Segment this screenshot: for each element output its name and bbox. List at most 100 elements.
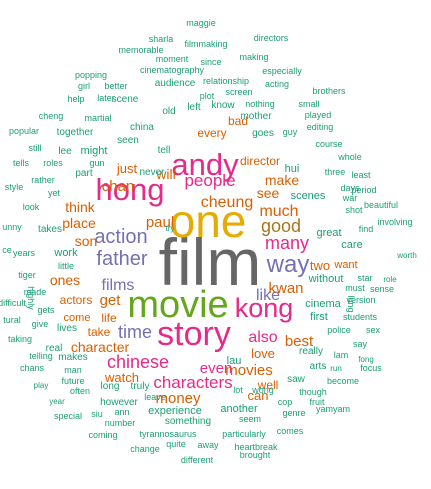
word-little: little xyxy=(58,261,74,271)
word-know: know xyxy=(211,100,235,111)
word-worth: worth xyxy=(396,251,417,260)
word-maggie: maggie xyxy=(186,18,216,28)
word-might: might xyxy=(81,145,108,157)
word-get: get xyxy=(100,292,122,309)
word-martial: martial xyxy=(84,113,111,123)
word-cheng: cheng xyxy=(39,111,64,121)
word-money: money xyxy=(155,390,201,407)
word-chans: chans xyxy=(20,363,45,373)
word-better: better xyxy=(104,81,127,91)
word-shot: shot xyxy=(345,205,363,215)
word-cinematography: cinematography xyxy=(140,65,205,75)
word-seem: seem xyxy=(239,414,261,424)
word-away: away xyxy=(197,440,219,450)
word-even: even xyxy=(200,360,233,377)
word-tells: tells xyxy=(13,158,30,168)
word-kong: kong xyxy=(235,293,294,323)
word-people: people xyxy=(184,171,235,190)
word-really: really xyxy=(299,346,323,357)
word-arts: arts xyxy=(310,361,327,372)
word-acting: acting xyxy=(265,79,289,89)
word-goes: goes xyxy=(252,128,274,139)
word-cop: cop xyxy=(278,397,293,407)
word-think: think xyxy=(65,199,96,215)
word-find: find xyxy=(359,224,374,234)
word-least: least xyxy=(351,170,371,180)
word-care: care xyxy=(341,239,362,251)
word-many: many xyxy=(265,233,309,253)
word-china: china xyxy=(130,122,154,133)
word-man: man xyxy=(64,365,82,375)
word-often: often xyxy=(70,386,90,396)
word-highly: highly xyxy=(26,286,36,310)
word-unny: unny xyxy=(2,222,22,232)
word-actors: actors xyxy=(60,293,93,307)
word-tyrannosaurus: tyrannosaurus xyxy=(139,429,197,439)
word-lee: lee xyxy=(58,146,72,157)
word-see: see xyxy=(257,185,280,201)
word-father: father xyxy=(96,248,147,270)
word-siu: siu xyxy=(91,409,103,419)
word-ann: ann xyxy=(114,407,129,417)
word-years: years xyxy=(13,248,36,258)
word-days: days xyxy=(340,183,360,193)
word-gets: gets xyxy=(37,305,55,315)
word-small: small xyxy=(298,99,319,109)
word-every: every xyxy=(197,126,226,140)
word-paul: paul xyxy=(146,214,174,231)
word-sharla: sharla xyxy=(149,34,174,44)
word-action: action xyxy=(94,226,147,248)
word-whole: whole xyxy=(337,152,362,162)
word-change: change xyxy=(130,444,160,454)
word-also: also xyxy=(248,329,277,346)
word-must: must xyxy=(345,283,365,293)
word-number: number xyxy=(105,418,136,428)
word-character: character xyxy=(71,339,130,355)
word-place: place xyxy=(62,215,96,231)
word-taking: taking xyxy=(8,334,32,344)
word-course: course xyxy=(315,139,342,149)
word-three: three xyxy=(325,167,346,177)
word-wong: wong xyxy=(251,385,274,395)
word-ce: ce xyxy=(2,245,12,255)
word-made: made xyxy=(24,287,47,297)
word-look: look xyxy=(23,202,40,212)
word-good: good xyxy=(261,216,301,236)
word-yamyam: yamyam xyxy=(316,404,350,414)
word-editing: editing xyxy=(307,122,334,132)
word-lung: lung xyxy=(346,295,356,312)
word-rather: rather xyxy=(31,175,55,185)
word-different: different xyxy=(181,455,214,465)
word-tural: tural xyxy=(3,315,21,325)
word-telling: telling xyxy=(29,351,53,361)
word-without: without xyxy=(308,273,344,285)
word-well: well xyxy=(257,378,279,392)
word-work: work xyxy=(53,247,78,259)
word-can: can xyxy=(248,388,269,403)
word-focus: focus xyxy=(360,363,382,373)
word-audience: audience xyxy=(155,78,196,89)
word-life: life xyxy=(101,311,117,325)
word-son: son xyxy=(75,233,98,249)
word-become: become xyxy=(327,376,359,386)
word-role: role xyxy=(383,275,397,284)
word-mother: mother xyxy=(240,111,272,122)
word-hui: hui xyxy=(285,163,300,175)
word-however: however xyxy=(100,397,138,408)
word-lives: lives xyxy=(57,323,77,334)
word-take: take xyxy=(88,325,111,339)
word-roles: roles xyxy=(43,158,63,168)
word-try: try xyxy=(166,224,175,233)
word-special: special xyxy=(54,411,82,421)
word-directors: directors xyxy=(254,33,289,43)
word-help: help xyxy=(67,94,84,104)
word-lot: lot xyxy=(233,385,243,395)
word-since: since xyxy=(200,57,221,67)
word-period: period xyxy=(351,185,376,195)
word-students: students xyxy=(343,312,378,322)
word-say: say xyxy=(353,339,368,349)
word-war: war xyxy=(342,193,358,203)
word-making: making xyxy=(239,52,268,62)
word-seen: seen xyxy=(117,135,139,146)
word-like: like xyxy=(256,287,280,304)
